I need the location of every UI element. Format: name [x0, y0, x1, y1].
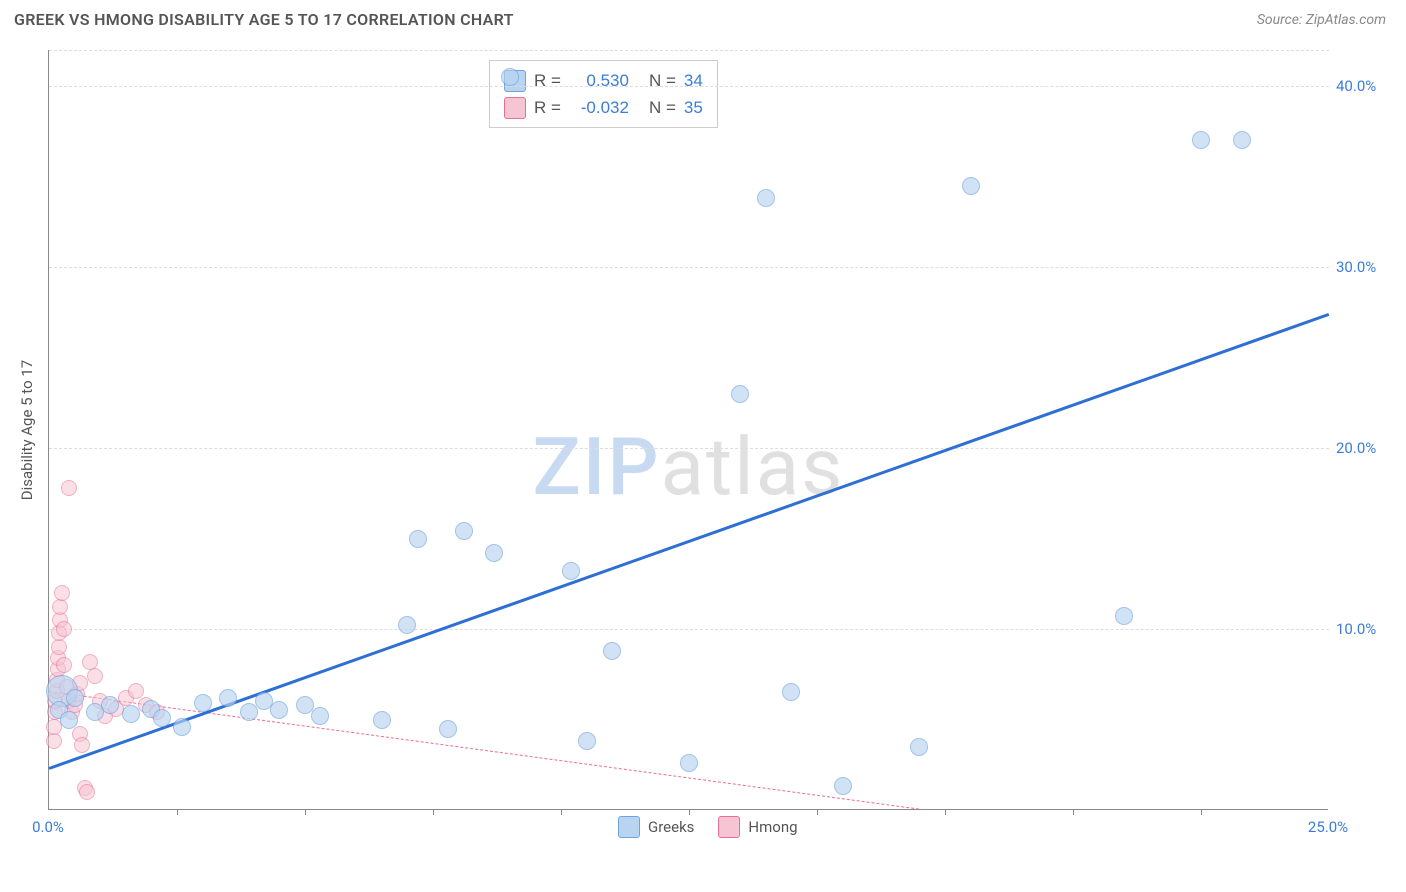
- corr-n-label: N =: [649, 94, 676, 121]
- point-greeks: [373, 711, 391, 729]
- corr-r-hmong: -0.032: [569, 94, 629, 121]
- x-tick-label: 25.0%: [1308, 818, 1348, 836]
- x-minor-tick: [1073, 809, 1074, 815]
- watermark-atlas: atlas: [661, 420, 845, 514]
- trend-line: [48, 312, 1329, 769]
- chart-title: GREEK VS HMONG DISABILITY AGE 5 TO 17 CO…: [14, 10, 514, 29]
- y-tick-label: 30.0%: [1336, 258, 1376, 276]
- point-hmong: [61, 480, 77, 496]
- point-greeks: [962, 177, 980, 195]
- legend-label-greeks: Greeks: [648, 818, 694, 836]
- corr-r-label: R =: [534, 94, 561, 121]
- point-greeks: [782, 683, 800, 701]
- point-greeks: [194, 694, 212, 712]
- x-minor-tick: [689, 809, 690, 815]
- point-hmong: [51, 639, 67, 655]
- point-greeks: [122, 705, 140, 723]
- point-hmong: [54, 585, 70, 601]
- source-label: Source: ZipAtlas.com: [1257, 12, 1386, 28]
- point-greeks: [219, 689, 237, 707]
- correlation-row-greeks: R = 0.530 N = 34: [504, 67, 703, 94]
- x-tick-label: 0.0%: [32, 818, 64, 836]
- point-greeks: [731, 385, 749, 403]
- point-greeks: [834, 777, 852, 795]
- corr-r-greeks: 0.530: [569, 67, 629, 94]
- point-greeks: [60, 711, 78, 729]
- point-hmong: [87, 668, 103, 684]
- point-greeks: [680, 754, 698, 772]
- point-greeks: [66, 689, 84, 707]
- point-hmong: [46, 733, 62, 749]
- correlation-legend: R = 0.530 N = 34 R = -0.032 N = 35: [489, 60, 718, 128]
- point-hmong: [56, 657, 72, 673]
- point-hmong: [52, 599, 68, 615]
- header: GREEK VS HMONG DISABILITY AGE 5 TO 17 CO…: [0, 0, 1406, 35]
- point-greeks: [101, 696, 119, 714]
- x-minor-tick: [817, 809, 818, 815]
- point-greeks: [270, 701, 288, 719]
- watermark: ZIPatlas: [533, 420, 845, 514]
- x-minor-tick: [1201, 809, 1202, 815]
- legend-label-hmong: Hmong: [748, 818, 797, 836]
- point-greeks: [173, 718, 191, 736]
- point-greeks: [153, 709, 171, 727]
- point-hmong: [128, 683, 144, 699]
- gridline-h: [49, 448, 1329, 449]
- point-greeks: [409, 530, 427, 548]
- point-greeks: [910, 738, 928, 756]
- point-greeks: [1192, 131, 1210, 149]
- point-greeks: [455, 522, 473, 540]
- x-minor-tick: [561, 809, 562, 815]
- x-minor-tick: [433, 809, 434, 815]
- y-tick-label: 10.0%: [1336, 620, 1376, 638]
- swatch-hmong: [718, 816, 740, 838]
- x-minor-tick: [177, 809, 178, 815]
- point-greeks: [398, 616, 416, 634]
- point-greeks: [240, 703, 258, 721]
- swatch-greeks: [618, 816, 640, 838]
- trend-line: [49, 691, 920, 810]
- point-greeks: [439, 720, 457, 738]
- legend-item-greeks: Greeks: [618, 816, 694, 838]
- corr-n-label: N =: [649, 67, 676, 94]
- point-hmong: [74, 737, 90, 753]
- chart-container: Disability Age 5 to 17 ZIPatlas R = 0.53…: [48, 50, 1388, 840]
- swatch-hmong: [504, 97, 526, 119]
- gridline-h: [49, 50, 1329, 51]
- watermark-zip: ZIP: [533, 420, 661, 514]
- bottom-legend: Greeks Hmong: [618, 816, 798, 838]
- x-minor-tick: [305, 809, 306, 815]
- y-tick-label: 20.0%: [1336, 439, 1376, 457]
- point-greeks: [1115, 607, 1133, 625]
- point-greeks: [311, 707, 329, 725]
- point-hmong: [79, 784, 95, 800]
- point-greeks: [757, 189, 775, 207]
- gridline-h: [49, 267, 1329, 268]
- point-greeks: [562, 562, 580, 580]
- y-tick-label: 40.0%: [1336, 77, 1376, 95]
- gridline-h: [49, 629, 1329, 630]
- corr-n-greeks: 34: [684, 67, 703, 94]
- legend-item-hmong: Hmong: [718, 816, 797, 838]
- y-axis-title: Disability Age 5 to 17: [18, 360, 36, 500]
- point-greeks: [501, 68, 519, 86]
- x-minor-tick: [945, 809, 946, 815]
- gridline-h: [49, 86, 1329, 87]
- point-hmong: [56, 621, 72, 637]
- correlation-row-hmong: R = -0.032 N = 35: [504, 94, 703, 121]
- point-greeks: [578, 732, 596, 750]
- corr-n-hmong: 35: [684, 94, 703, 121]
- corr-r-label: R =: [534, 67, 561, 94]
- point-greeks: [603, 642, 621, 660]
- point-greeks: [1233, 131, 1251, 149]
- point-greeks: [485, 544, 503, 562]
- plot-area: ZIPatlas R = 0.530 N = 34 R = -0.032 N =…: [48, 50, 1328, 810]
